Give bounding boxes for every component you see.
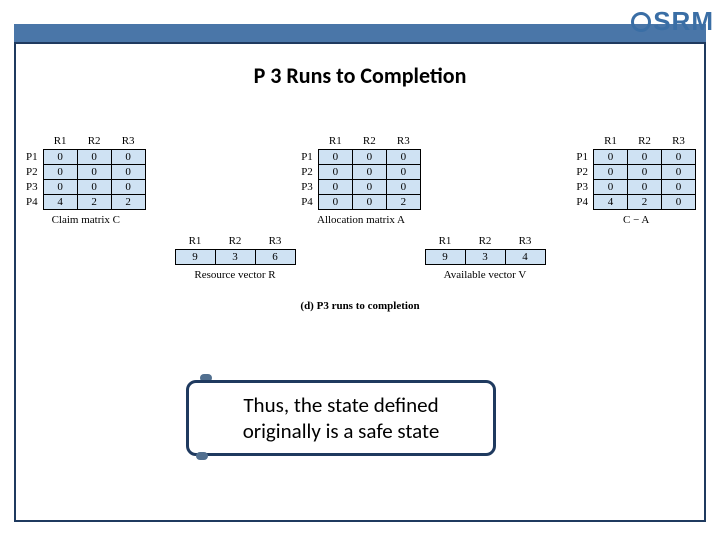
- brand-logo: SRM: [631, 6, 714, 37]
- row-label: P4: [26, 195, 43, 210]
- gear-icon: [631, 12, 651, 32]
- matrix-cell: 0: [352, 165, 386, 180]
- matrix-cell: 0: [662, 165, 696, 180]
- col-header: R2: [215, 235, 255, 250]
- vector-cell: 3: [215, 250, 255, 265]
- col-header: R2: [465, 235, 505, 250]
- matrix-cell: 0: [111, 165, 145, 180]
- matrix-cell: 0: [43, 150, 77, 165]
- matrix-cell: 4: [43, 195, 77, 210]
- matrix-cell: 0: [628, 165, 662, 180]
- matrix-cell: 0: [352, 150, 386, 165]
- vector-caption: Available vector V: [425, 269, 546, 281]
- col-header: R2: [77, 135, 111, 150]
- col-header: R1: [318, 135, 352, 150]
- matrices-row: R1 R2 R3 P1 0 0 0 P2 0 0 0 P3 0 0 0 P4 4…: [26, 135, 696, 226]
- col-header: R2: [628, 135, 662, 150]
- row-label: P1: [301, 150, 318, 165]
- matrix-cell: 0: [628, 150, 662, 165]
- row-label: P1: [576, 150, 593, 165]
- vector-cell: 9: [425, 250, 465, 265]
- claim-matrix: R1 R2 R3 P1 0 0 0 P2 0 0 0 P3 0 0 0 P4 4…: [26, 135, 146, 226]
- matrix-cell: 0: [662, 195, 696, 210]
- matrix-cell: 0: [662, 150, 696, 165]
- logo-text: SRM: [653, 6, 714, 36]
- row-label: P1: [26, 150, 43, 165]
- vector-caption: Resource vector R: [175, 269, 296, 281]
- col-header: R3: [386, 135, 420, 150]
- matrix-cell: 0: [43, 165, 77, 180]
- header-band: [14, 24, 706, 42]
- vector-cell: 4: [505, 250, 545, 265]
- matrix-cell: 2: [386, 195, 420, 210]
- resource-vector: R1 R2 R3 9 3 6 Resource vector R: [175, 235, 296, 281]
- row-label: P3: [26, 180, 43, 195]
- matrix-caption: C − A: [576, 214, 696, 226]
- row-label: P3: [576, 180, 593, 195]
- matrix-cell: 2: [111, 195, 145, 210]
- col-header: R3: [255, 235, 295, 250]
- row-label: P3: [301, 180, 318, 195]
- row-label: P2: [576, 165, 593, 180]
- row-label: P4: [576, 195, 593, 210]
- col-header: R1: [594, 135, 628, 150]
- matrix-cell: 0: [594, 165, 628, 180]
- matrix-cell: 0: [43, 180, 77, 195]
- vector-cell: 9: [175, 250, 215, 265]
- matrix-cell: 0: [111, 150, 145, 165]
- col-header: R1: [175, 235, 215, 250]
- matrix-cell: 0: [352, 195, 386, 210]
- col-header: R3: [111, 135, 145, 150]
- vector-cell: 6: [255, 250, 295, 265]
- vector-cell: 3: [465, 250, 505, 265]
- col-header: R3: [662, 135, 696, 150]
- matrix-cell: 0: [318, 165, 352, 180]
- matrix-cell: 0: [318, 150, 352, 165]
- row-label: P4: [301, 195, 318, 210]
- matrix-cell: 0: [77, 165, 111, 180]
- matrix-cell: 0: [628, 180, 662, 195]
- matrix-cell: 0: [662, 180, 696, 195]
- matrix-cell: 0: [594, 150, 628, 165]
- cminusa-matrix: R1 R2 R3 P1 0 0 0 P2 0 0 0 P3 0 0 0 P4 4…: [576, 135, 696, 226]
- matrix-cell: 0: [352, 180, 386, 195]
- row-label: P2: [26, 165, 43, 180]
- matrix-cell: 0: [111, 180, 145, 195]
- matrix-cell: 0: [386, 150, 420, 165]
- vectors-row: R1 R2 R3 9 3 6 Resource vector R R1 R2 R…: [130, 235, 590, 281]
- row-label: P2: [301, 165, 318, 180]
- col-header: R2: [352, 135, 386, 150]
- decorative-pill: [196, 452, 208, 460]
- col-header: R1: [425, 235, 465, 250]
- matrix-cell: 0: [77, 180, 111, 195]
- matrix-caption: Claim matrix C: [26, 214, 146, 226]
- figure-caption: (d) P3 runs to completion: [0, 300, 720, 312]
- conclusion-box: Thus, the state defined originally is a …: [186, 380, 496, 456]
- col-header: R3: [505, 235, 545, 250]
- matrix-cell: 0: [318, 195, 352, 210]
- matrix-cell: 2: [628, 195, 662, 210]
- matrix-cell: 0: [77, 150, 111, 165]
- matrix-cell: 4: [594, 195, 628, 210]
- matrix-cell: 0: [386, 180, 420, 195]
- matrix-caption: Allocation matrix A: [301, 214, 421, 226]
- available-vector: R1 R2 R3 9 3 4 Available vector V: [425, 235, 546, 281]
- col-header: R1: [43, 135, 77, 150]
- conclusion-text: Thus, the state defined originally is a …: [203, 392, 479, 445]
- page-title: P 3 Runs to Completion: [0, 62, 720, 89]
- matrix-cell: 2: [77, 195, 111, 210]
- matrix-cell: 0: [386, 165, 420, 180]
- matrix-cell: 0: [594, 180, 628, 195]
- matrix-cell: 0: [318, 180, 352, 195]
- allocation-matrix: R1 R2 R3 P1 0 0 0 P2 0 0 0 P3 0 0 0 P4 0…: [301, 135, 421, 226]
